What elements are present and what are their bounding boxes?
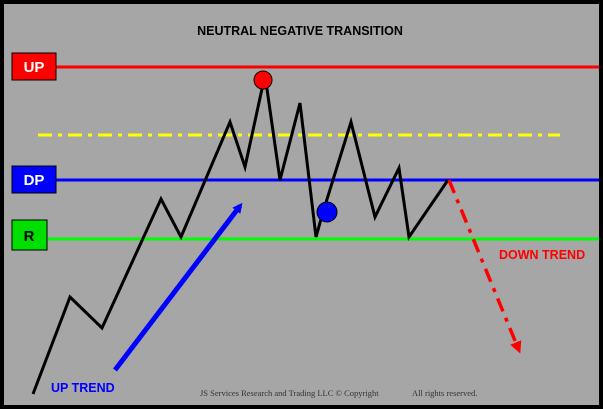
bottom-marker-dot (316, 201, 338, 223)
top-marker-dot (253, 70, 273, 90)
diagram-panel (4, 4, 599, 405)
up-level-label: UP (24, 59, 45, 76)
price-path-line (31, 74, 450, 395)
dp-level-label: DP (24, 172, 45, 189)
up-trend-label: UP TREND (51, 381, 115, 395)
up-trend-arrow (113, 202, 243, 372)
up-level-tag: UP (11, 52, 57, 81)
rights-text: All rights reserved. (412, 388, 477, 398)
dp-level-tag: DP (11, 165, 57, 194)
down-trend-arrow (447, 179, 522, 354)
diagram-title: NEUTRAL NEGATIVE TRANSITION (197, 24, 403, 38)
copyright-text: JS Services Research and Trading LLC © C… (200, 388, 379, 398)
down-trend-label: DOWN TREND (499, 248, 585, 262)
r-level-label: R (24, 228, 35, 245)
r-level-tag: R (11, 219, 48, 251)
